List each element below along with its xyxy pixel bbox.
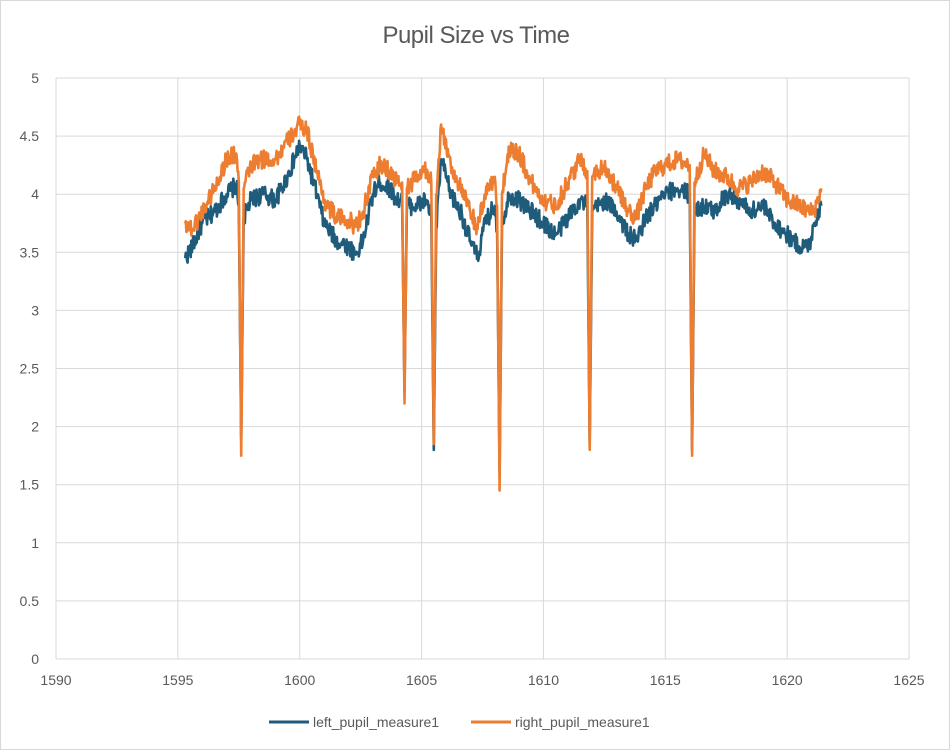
legend-label: left_pupil_measure1 [313,714,439,730]
x-tick-label: 1610 [528,672,559,688]
y-tick-label: 3 [31,302,39,318]
x-tick-label: 1625 [893,672,924,688]
y-tick-label: 0 [31,651,39,667]
x-tick-label: 1615 [650,672,681,688]
y-tick-label: 4 [31,186,39,202]
y-tick-label: 1.5 [20,477,40,493]
series-line-right_pupil_measure1 [183,115,823,492]
x-tick-label: 1595 [162,672,193,688]
series-lines [183,115,823,492]
x-tick-label: 1620 [772,672,803,688]
legend: left_pupil_measure1 right_pupil_measure1 [269,714,650,730]
y-tick-label: 1 [31,535,39,551]
x-tick-label: 1605 [406,672,437,688]
series-line-left_pupil_measure1 [183,139,823,475]
y-tick-label: 3.5 [20,244,40,260]
y-tick-label: 2 [31,419,39,435]
y-tick-label: 5 [31,70,39,86]
legend-label: right_pupil_measure1 [515,714,650,730]
y-tick-label: 0.5 [20,593,40,609]
y-tick-label: 2.5 [20,361,40,377]
x-tick-label: 1600 [284,672,315,688]
tick-labels: 0 0.5 1 1.5 2 2.5 3 3.5 4 4.5 5 1590 1595 1600 1605 161… [20,70,925,688]
y-tick-label: 4.5 [20,128,40,144]
x-tick-label: 1590 [40,672,71,688]
chart-title: Pupil Size vs Time [382,22,569,49]
gridlines [55,77,910,660]
